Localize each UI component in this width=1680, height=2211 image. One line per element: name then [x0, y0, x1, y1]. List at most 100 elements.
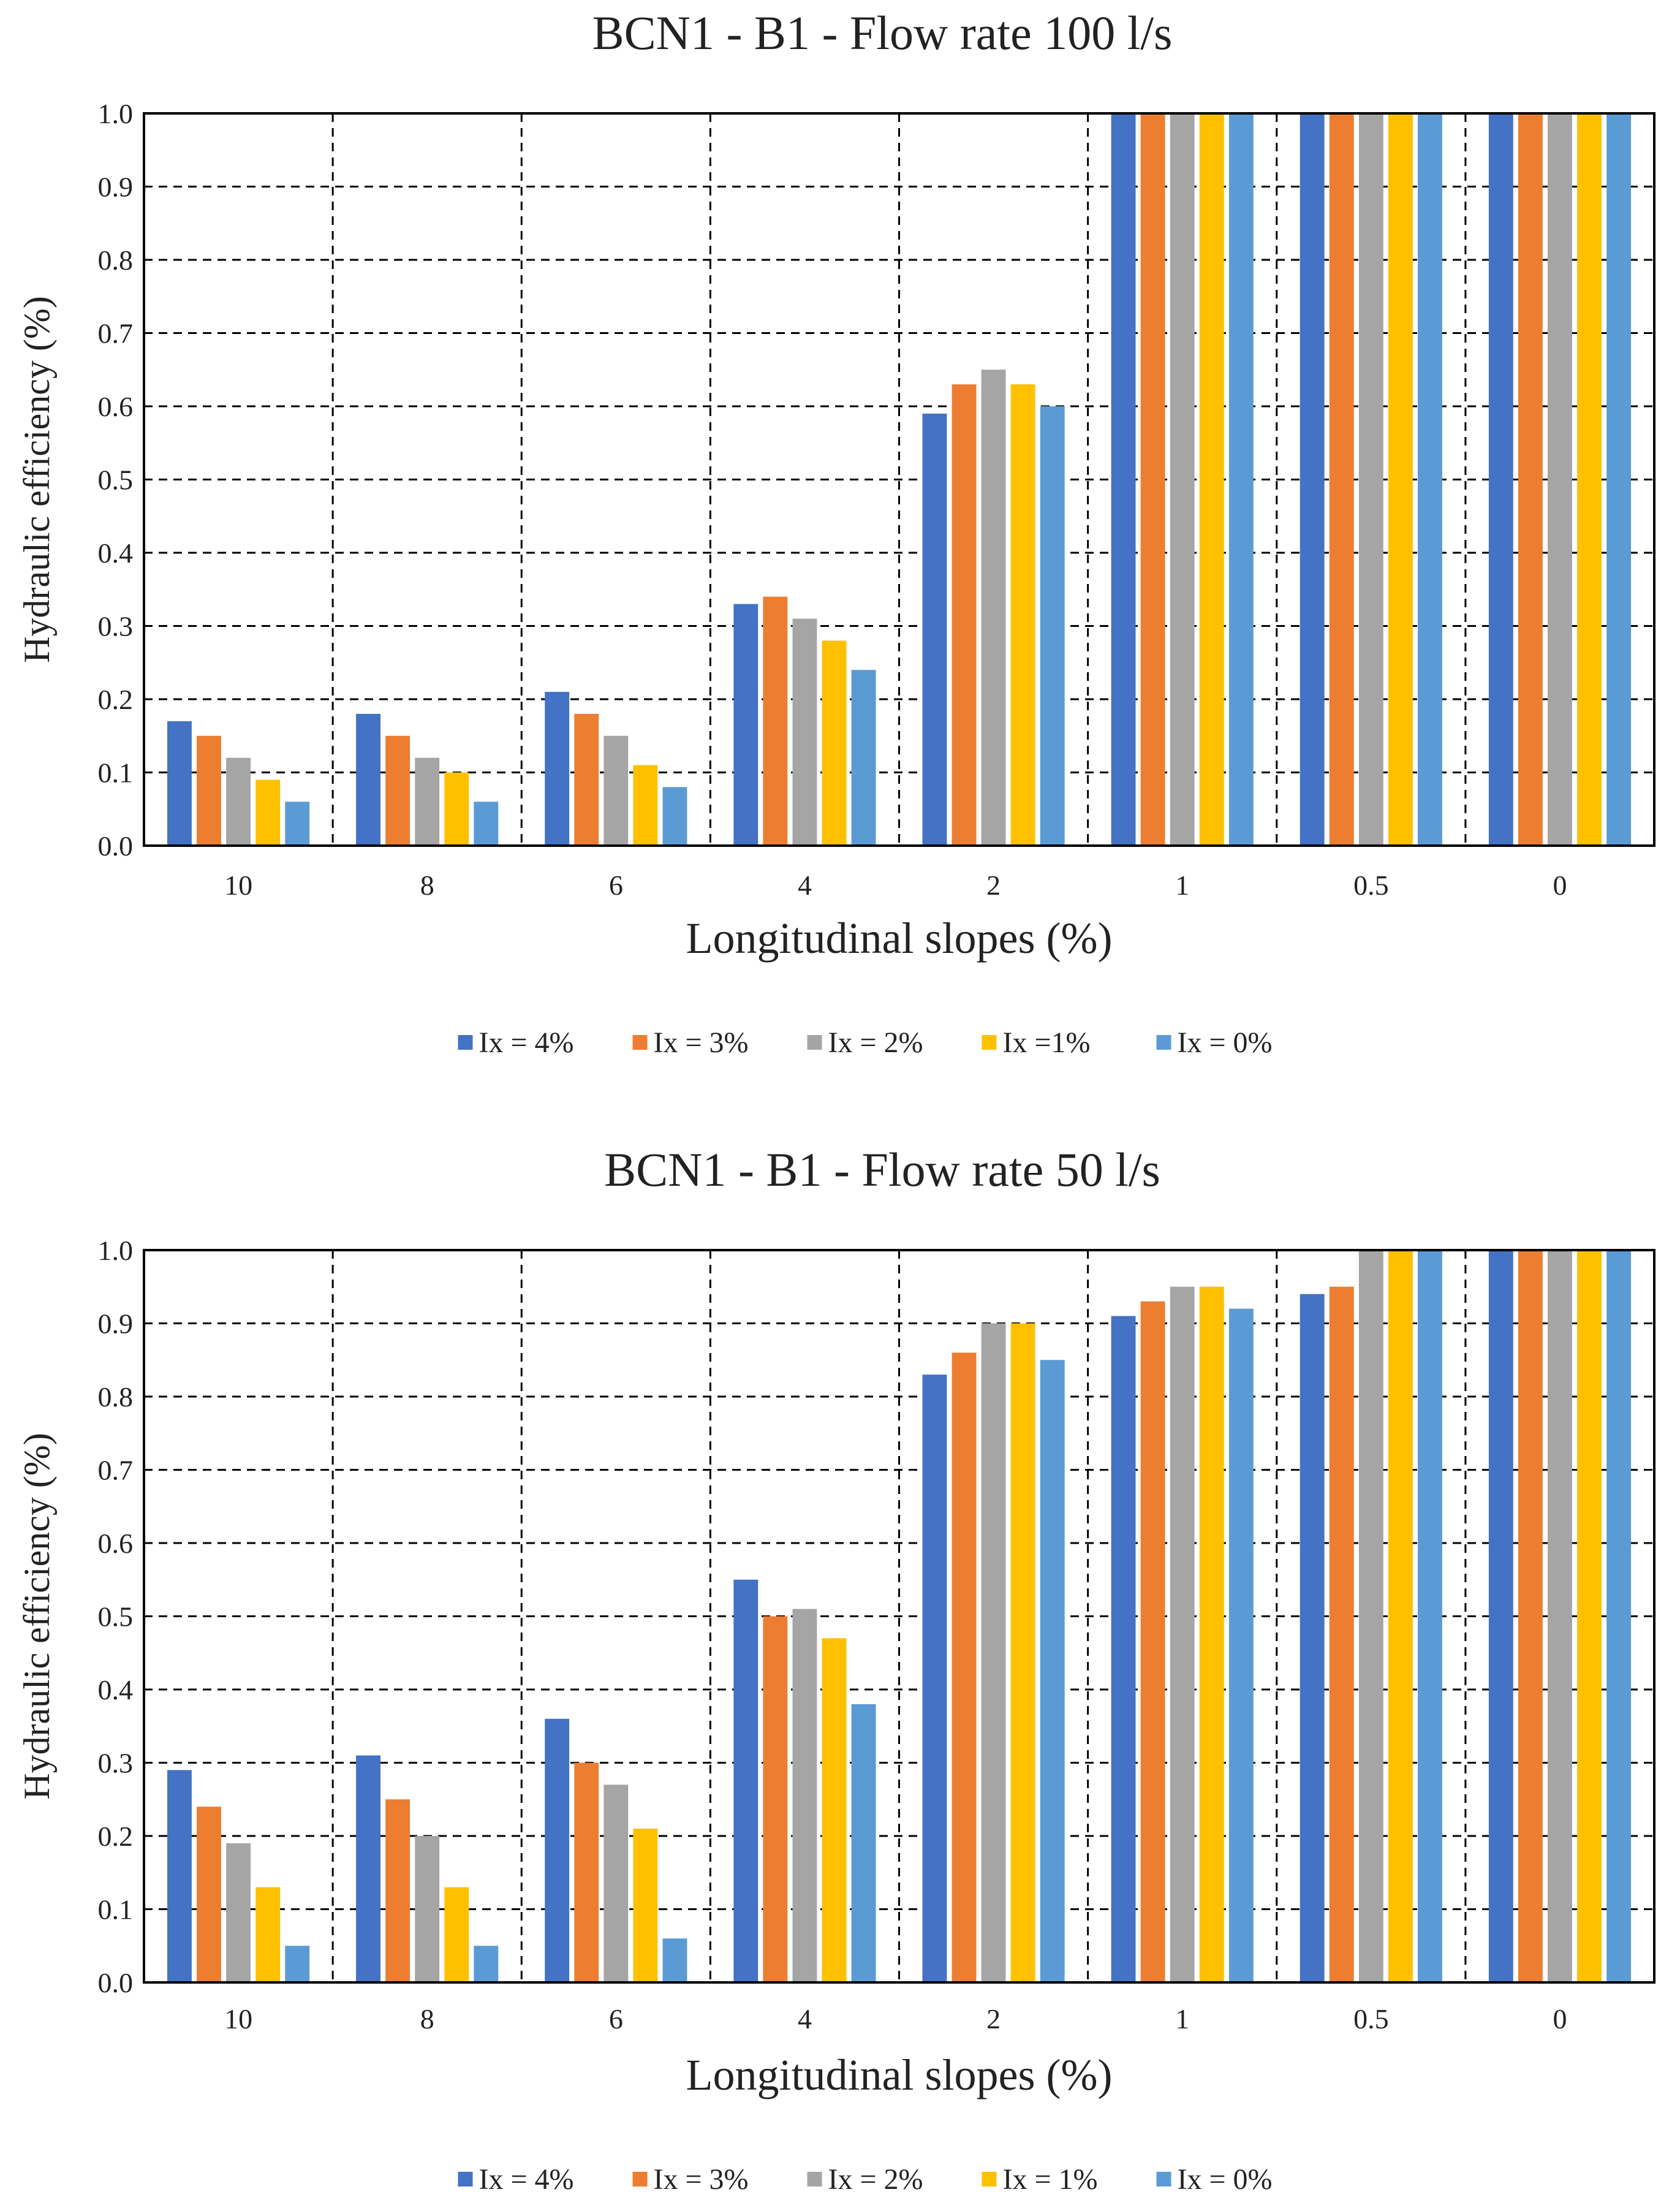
y-tick-label: 0.4	[98, 1674, 134, 1705]
legend-label: Ix = 0%	[1178, 2163, 1273, 2196]
bar-4-cat-5	[1010, 384, 1035, 846]
bar-1-cat-1	[167, 721, 192, 846]
bar-5-cat-1	[285, 802, 310, 846]
bar-2-cat-7	[1329, 1286, 1354, 1982]
legend-label: Ix = 3%	[654, 1026, 749, 1059]
bar-3-cat-6	[1170, 113, 1195, 846]
x-tick-label: 1	[1175, 2003, 1189, 2035]
bar-1-cat-7	[1300, 1294, 1325, 1982]
legend-swatch	[807, 1035, 822, 1050]
bar-1-cat-2	[356, 1755, 381, 1982]
legend-label: Ix = 1%	[1003, 2163, 1098, 2196]
bar-3-cat-7	[1358, 1250, 1383, 1982]
bar-3-cat-5	[981, 370, 1006, 846]
bar-4-cat-6	[1199, 1286, 1224, 1982]
plot-frame	[143, 1249, 1655, 1984]
bar-4-cat-4	[822, 1638, 847, 1982]
y-axis-title: Hydraulic efficiency (%)	[17, 1433, 57, 1800]
legend: Ix = 4% Ix = 3% Ix = 2% Ix =1% Ix = 0%	[458, 1026, 1273, 1059]
bar-2-cat-5	[952, 1352, 977, 1982]
bar-2-cat-3	[574, 713, 599, 846]
bar-3-cat-2	[415, 1836, 440, 1982]
chart-2: BCN1 - B1 - Flow rate 50 l/s 0.0 0.1 0.2 0.3…	[17, 1143, 1655, 2196]
bar-2-cat-8	[1518, 113, 1543, 846]
y-tick-label: 0.2	[98, 1821, 134, 1852]
bar-4-cat-3	[633, 1829, 658, 1982]
bar-4-cat-3	[633, 765, 658, 846]
bar-2-cat-3	[574, 1762, 599, 1982]
x-tick-label: 2	[986, 2003, 1001, 2035]
bar-1-cat-8	[1488, 113, 1513, 846]
x-axis-title: Longitudinal slopes (%)	[686, 2050, 1113, 2099]
bar-3-cat-8	[1547, 1250, 1572, 1982]
bar-3-cat-3	[604, 1784, 629, 1982]
bar-5-cat-7	[1417, 113, 1442, 846]
bar-5-cat-8	[1606, 1250, 1632, 1982]
x-tick-label: 6	[609, 870, 623, 901]
bar-4-cat-1	[255, 1887, 281, 1982]
bar-4-cat-6	[1199, 113, 1224, 846]
legend-swatch	[458, 1035, 473, 1050]
bar-1-cat-7	[1300, 113, 1325, 846]
bar-5-cat-4	[851, 670, 876, 846]
y-tick-label: 0.7	[98, 318, 134, 349]
y-tick-label: 0.5	[98, 465, 134, 496]
y-tick-label: 0.1	[98, 1894, 134, 1925]
bar-5-cat-4	[851, 1704, 876, 1982]
bar-5-cat-7	[1417, 1250, 1442, 1982]
legend-swatch	[632, 2172, 648, 2186]
bar-2-cat-5	[952, 384, 977, 846]
bar-5-cat-8	[1606, 113, 1632, 846]
chart-1: BCN1 - B1 - Flow rate 100 l/s 0.0 0.1 0.2 0.…	[17, 6, 1655, 1059]
legend-swatch	[807, 2172, 822, 2186]
legend-swatch	[458, 2172, 473, 2186]
bar-2-cat-1	[197, 735, 221, 846]
x-tick-label: 6	[609, 2003, 623, 2035]
bar-1-cat-4	[733, 604, 759, 846]
bar-5-cat-3	[662, 787, 687, 846]
y-tick-label: 0.1	[98, 757, 134, 789]
y-tick-label: 0.2	[98, 684, 134, 715]
y-tick-label: 0.3	[98, 611, 134, 642]
bar-4-cat-4	[822, 640, 847, 846]
y-tick-label: 1.0	[98, 98, 134, 129]
bar-2-cat-6	[1140, 113, 1165, 846]
bar-2-cat-4	[763, 596, 788, 846]
bar-3-cat-3	[604, 735, 629, 846]
bar-1-cat-6	[1111, 113, 1136, 846]
bar-1-cat-3	[545, 1718, 570, 1982]
bar-3-cat-4	[792, 1609, 817, 1982]
y-axis-title: Hydraulic efficiency (%)	[17, 296, 57, 663]
bar-4-cat-5	[1010, 1323, 1035, 1982]
y-tick-label: 0.6	[98, 391, 134, 422]
bar-1-cat-1	[167, 1770, 192, 1982]
legend: Ix = 4% Ix = 3% Ix = 2% Ix = 1% Ix = 0%	[458, 2163, 1273, 2196]
x-tick-label: 10	[224, 2003, 252, 2035]
y-tick-label: 0.0	[98, 830, 134, 862]
x-tick-label: 0.5	[1353, 2003, 1389, 2035]
plot-frame	[143, 112, 1655, 847]
x-tick-label: 0	[1553, 870, 1567, 901]
y-tick-label: 0.8	[98, 1381, 134, 1413]
x-tick-label: 10	[224, 870, 252, 901]
chart-title: BCN1 - B1 - Flow rate 50 l/s	[604, 1143, 1160, 1196]
bar-2-cat-2	[385, 735, 411, 846]
x-tick-label: 4	[798, 870, 812, 901]
y-tick-label: 0.4	[98, 537, 134, 569]
x-tick-label: 8	[420, 870, 434, 901]
y-tick-label: 0.9	[98, 172, 134, 203]
bar-4-cat-7	[1388, 1250, 1413, 1982]
bar-5-cat-6	[1228, 1308, 1254, 1982]
bar-1-cat-8	[1488, 1250, 1513, 1982]
legend-label: Ix = 4%	[479, 2163, 574, 2196]
bar-1-cat-2	[356, 713, 381, 846]
bar-4-cat-7	[1388, 113, 1413, 846]
legend-label: Ix =1%	[1003, 1026, 1091, 1059]
x-tick-label: 0	[1553, 2003, 1567, 2035]
bar-1-cat-4	[733, 1579, 759, 1982]
bar-5-cat-6	[1228, 113, 1254, 846]
legend-swatch	[982, 2172, 997, 2186]
bar-3-cat-1	[226, 757, 251, 846]
x-tick-label: 2	[986, 870, 1001, 901]
